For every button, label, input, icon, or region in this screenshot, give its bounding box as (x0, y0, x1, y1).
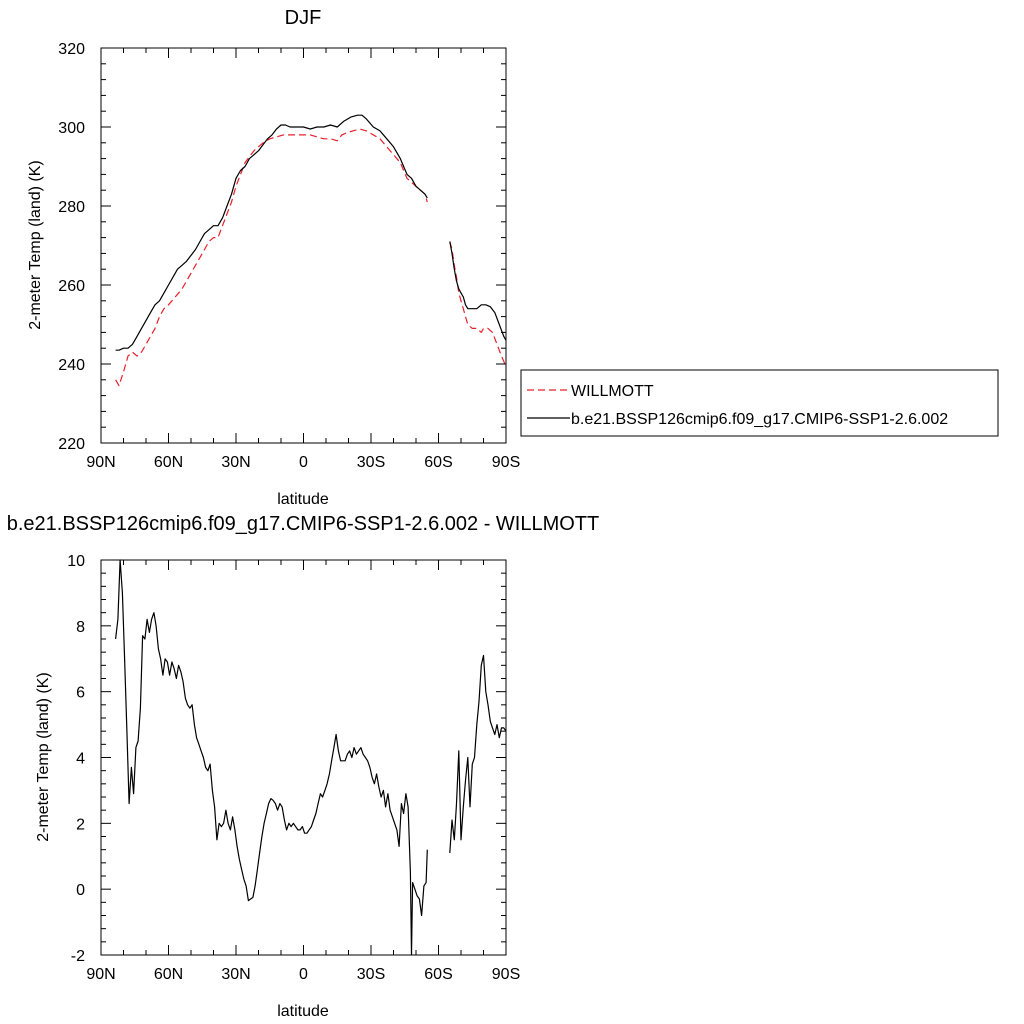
data-lines (115, 114, 507, 387)
x-axis-label: latitude (277, 491, 329, 508)
ticks: 90N 60N 30N 0 30S 60S 90S 220 240 260 280 300 320 (58, 41, 520, 471)
x-tick-label: 0 (299, 966, 308, 983)
x-tick-label: 30N (221, 454, 250, 471)
y-tick-label: 220 (58, 436, 85, 453)
x-tick-label: 90S (492, 966, 520, 983)
data-lines (115, 559, 507, 956)
plot-frame (100, 47, 507, 444)
x-tick-label: 60N (154, 966, 183, 983)
series-line-difference-seg0 (115, 559, 428, 956)
chart-title: DJF (285, 7, 322, 29)
panel-top-djf: DJF 90N 60N 30N 0 30S 60S 90S 220 240 260 280 300 32… (27, 7, 520, 508)
y-tick-label: 0 (76, 882, 85, 899)
x-axis-label: latitude (277, 1003, 329, 1020)
series-line-b-e21-bssp126cmip6-f09-g17-cmi-seg1 (449, 241, 507, 341)
x-tick-label: 60S (424, 454, 452, 471)
y-tick-label: 8 (76, 619, 85, 636)
y-axis-label: 2-meter Temp (land) (K) (27, 160, 44, 330)
x-tick-label: 90S (492, 454, 520, 471)
legend-label-model: b.e21.BSSP126cmip6.f09_g17.CMIP6-SSP1-2.… (571, 411, 948, 428)
panel-bottom-difference: b.e21.BSSP126cmip6.f09_g17.CMIP6-SSP1-2.… (7, 513, 600, 1020)
y-tick-label: -2 (71, 948, 85, 965)
x-tick-label: 90N (86, 454, 115, 471)
legend: WILLMOTT b.e21.BSSP126cmip6.f09_g17.CMIP… (520, 369, 999, 437)
series-line-willmott-seg1 (449, 241, 506, 365)
x-tick-label: 60N (154, 454, 183, 471)
y-tick-label: 4 (76, 751, 85, 768)
x-tick-label: 90N (86, 966, 115, 983)
legend-box (520, 369, 999, 437)
y-tick-label: 240 (58, 357, 85, 374)
x-tick-label: 60S (424, 966, 452, 983)
y-tick-label: 10 (67, 553, 85, 570)
y-tick-label: 2 (76, 816, 85, 833)
y-axis-label: 2-meter Temp (land) (K) (35, 672, 52, 842)
legend-label-willmott: WILLMOTT (571, 383, 654, 400)
plot-frame (100, 559, 507, 956)
x-tick-label: 30S (357, 454, 385, 471)
y-tick-label: 320 (58, 41, 85, 58)
y-tick-label: 260 (58, 278, 85, 295)
y-tick-label: 300 (58, 120, 85, 137)
y-tick-label: 6 (76, 685, 85, 702)
series-line-willmott-seg0 (115, 128, 428, 387)
chart-title: b.e21.BSSP126cmip6.f09_g17.CMIP6-SSP1-2.… (7, 513, 600, 535)
x-tick-label: 30S (357, 966, 385, 983)
x-tick-label: 30N (221, 966, 250, 983)
y-tick-label: 280 (58, 199, 85, 216)
series-line-difference-seg1 (449, 654, 507, 854)
x-tick-label: 0 (299, 454, 308, 471)
series-line-b-e21-bssp126cmip6-f09-g17-cmi-seg0 (115, 114, 428, 351)
